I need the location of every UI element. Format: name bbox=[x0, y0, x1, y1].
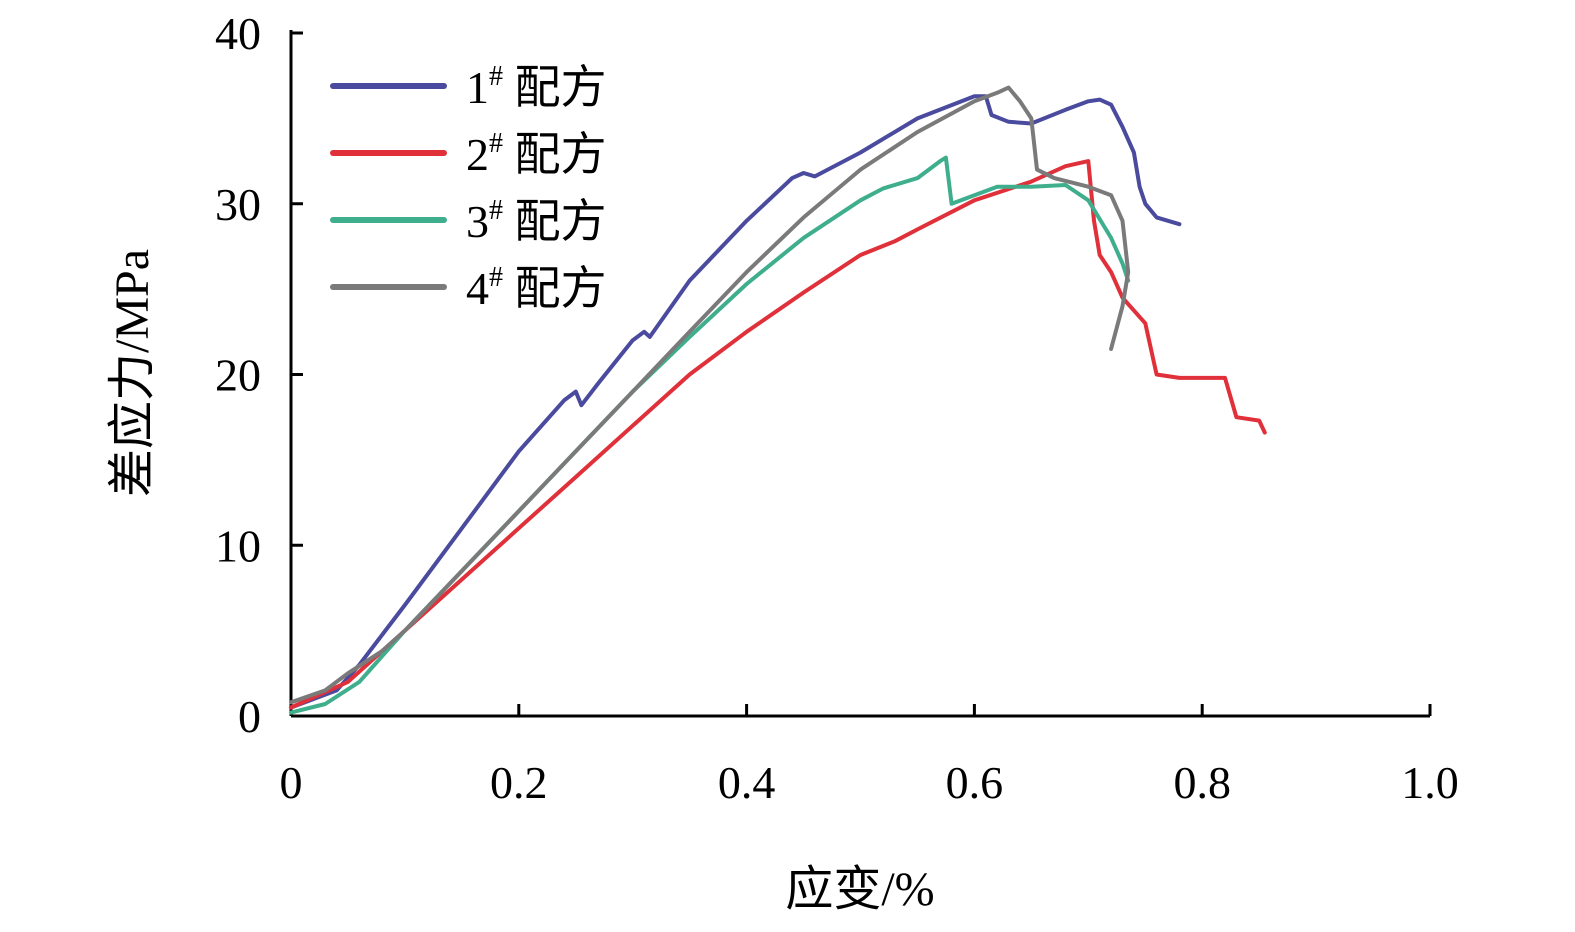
series-line-1 bbox=[289, 94, 1182, 710]
series-line-3 bbox=[289, 155, 1131, 715]
y-tick-label: 10 bbox=[215, 520, 261, 571]
y-tick-label: 0 bbox=[238, 691, 261, 742]
x-tick-label: 0.2 bbox=[490, 757, 548, 808]
x-tick-label: 0 bbox=[280, 757, 303, 808]
y-ticks: 0 10 20 30 40 bbox=[215, 8, 303, 742]
legend-label-3: 3# 配方 bbox=[466, 195, 607, 247]
legend: 1# 配方 2# 配方 3# 配方 4# 配方 bbox=[330, 61, 607, 314]
y-tick-label: 30 bbox=[215, 179, 261, 230]
y-axis-title: 差应力/MPa bbox=[106, 249, 159, 497]
y-tick-label: 20 bbox=[215, 350, 261, 401]
y-tick-label: 40 bbox=[215, 8, 261, 59]
series-line-4 bbox=[289, 85, 1131, 705]
x-tick-label: 1.0 bbox=[1401, 757, 1459, 808]
legend-label-1: 1# 配方 bbox=[466, 61, 607, 113]
legend-label-2: 2# 配方 bbox=[466, 128, 607, 180]
x-tick-label: 0.8 bbox=[1173, 757, 1231, 808]
series-layer bbox=[289, 85, 1267, 715]
x-axis-title: 应变/% bbox=[785, 863, 934, 916]
x-tick-label: 0.6 bbox=[946, 757, 1004, 808]
legend-label-4: 4# 配方 bbox=[466, 262, 607, 314]
x-ticks: 0 0.2 0.4 0.6 0.8 1.0 bbox=[280, 704, 1459, 808]
x-tick-label: 0.4 bbox=[718, 757, 776, 808]
series-line-2 bbox=[289, 159, 1267, 710]
axes bbox=[289, 30, 1430, 718]
